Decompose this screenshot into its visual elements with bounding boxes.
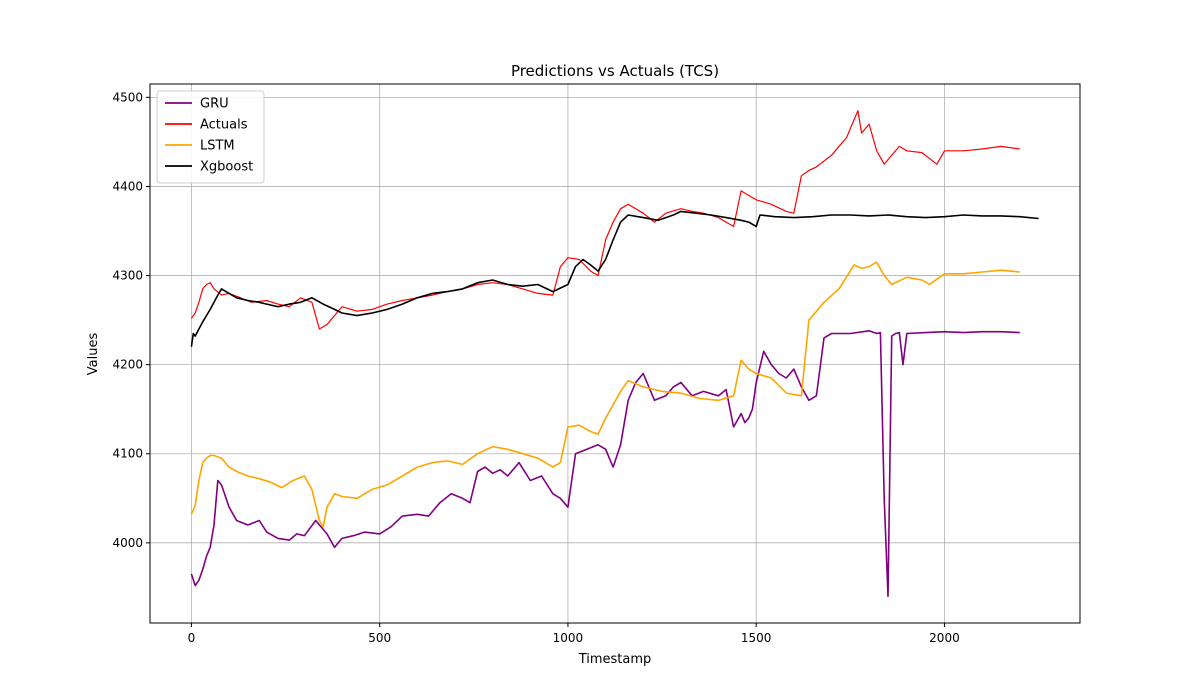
legend-label: LSTM <box>200 139 235 154</box>
x-tick-label: 2000 <box>929 631 960 645</box>
legend-label: GRU <box>200 97 229 112</box>
series-line-xgboost <box>190 210 1039 347</box>
y-tick-label: 4500 <box>112 90 143 104</box>
chart-title: Predictions vs Actuals (TCS) <box>511 62 719 80</box>
series-line-actuals <box>190 110 1020 330</box>
x-tick-label: 1000 <box>553 631 584 645</box>
x-axis-label: Timestamp <box>578 652 652 667</box>
y-axis-label: Values <box>86 333 101 376</box>
series-layer <box>190 110 1039 598</box>
legend-label: Xgboost <box>200 160 253 175</box>
plot-frame <box>149 83 1081 624</box>
y-tick-label: 4000 <box>112 536 143 550</box>
series-line-lstm <box>190 261 1020 528</box>
y-tick-label: 4400 <box>112 179 143 193</box>
grid-layer <box>150 84 1080 623</box>
x-tick-label: 1500 <box>741 631 772 645</box>
y-tick-label: 4200 <box>112 358 143 372</box>
ticks-layer: 0 500 1000 1500 2000 4000 4100 4200 4300 4400 4500 <box>112 90 959 645</box>
legend-label: Actuals <box>200 118 248 133</box>
legend: GRU Actuals LSTM Xgboost <box>156 90 265 184</box>
y-tick-label: 4100 <box>112 447 143 461</box>
series-line-gru <box>190 329 1020 598</box>
y-tick-label: 4300 <box>112 269 143 283</box>
x-tick-label: 500 <box>368 631 391 645</box>
legend-box <box>156 90 265 184</box>
x-tick-label: 0 <box>188 631 196 645</box>
